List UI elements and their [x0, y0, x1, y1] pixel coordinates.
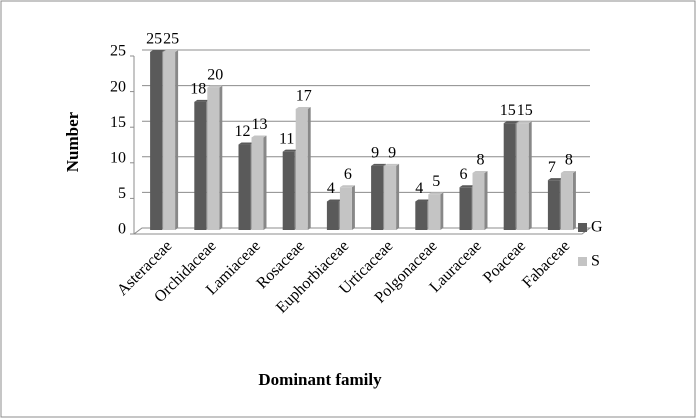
bar-top	[503, 121, 519, 124]
data-label: 9	[388, 145, 396, 162]
bar	[415, 201, 428, 230]
bar	[207, 87, 220, 230]
bar	[371, 165, 384, 230]
data-label: 8	[565, 152, 573, 169]
data-label: 7	[548, 159, 556, 176]
bar-side	[528, 121, 532, 230]
data-label: 5	[432, 173, 440, 190]
bar-top	[339, 185, 355, 188]
bar-top	[251, 135, 267, 138]
data-label: 15	[500, 102, 516, 119]
bar	[238, 144, 251, 230]
y-tick-label: 0	[118, 221, 126, 238]
data-label: 25	[146, 31, 162, 48]
bar	[547, 180, 560, 230]
bar-top	[295, 106, 311, 109]
bar	[282, 151, 295, 230]
data-label: 9	[371, 145, 379, 162]
bar-side	[484, 171, 488, 230]
data-label: 13	[252, 116, 268, 133]
legend-swatch	[578, 223, 587, 232]
data-label: 25	[163, 31, 179, 48]
bar	[163, 52, 176, 230]
bar	[459, 187, 472, 230]
bar-top	[384, 163, 400, 166]
data-label: 15	[517, 102, 533, 119]
bar-top	[150, 50, 166, 52]
bar	[339, 187, 352, 230]
bar	[428, 194, 441, 230]
data-label: 6	[344, 166, 352, 183]
bar-side	[396, 163, 400, 230]
bar	[516, 123, 529, 230]
bar-side	[219, 85, 223, 230]
bar	[384, 165, 397, 230]
bar	[503, 123, 516, 230]
bar-side	[351, 185, 355, 230]
data-label: 18	[190, 81, 206, 98]
data-label: 4	[327, 180, 335, 197]
bar	[194, 101, 207, 230]
bar	[326, 201, 339, 230]
bar-top	[547, 178, 563, 181]
y-tick-label: 10	[110, 149, 126, 166]
data-label: 20	[207, 66, 223, 83]
bar-side	[440, 192, 444, 230]
bar	[472, 173, 485, 230]
bar	[295, 108, 308, 230]
bar-top	[371, 163, 387, 166]
bar-top	[459, 185, 475, 188]
y-tick-label: 5	[118, 185, 126, 202]
bar-top	[163, 50, 179, 52]
data-label: 12	[235, 123, 251, 140]
bar-top	[207, 85, 223, 88]
data-label: 4	[415, 180, 423, 197]
data-label: 6	[460, 166, 468, 183]
bar	[251, 137, 264, 230]
legend-label: G	[591, 219, 603, 236]
data-label: 11	[279, 130, 294, 147]
bar-top	[326, 199, 342, 202]
x-axis-label: Dominant family	[258, 370, 382, 389]
bar-top	[415, 199, 431, 202]
bar-top	[194, 99, 210, 102]
y-tick-label: 15	[110, 114, 126, 131]
bar-top	[472, 171, 488, 174]
bar-side	[263, 135, 267, 230]
bar-side	[307, 106, 311, 230]
y-axis-label: Number	[63, 111, 82, 172]
bar-top	[428, 192, 444, 195]
bar-side	[572, 171, 576, 230]
data-label: 8	[477, 152, 485, 169]
bar-side	[175, 50, 179, 230]
bar-top	[282, 149, 298, 152]
bar-top	[516, 121, 532, 124]
bar-top	[560, 171, 576, 174]
data-label: 17	[296, 88, 312, 105]
y-tick-label: 25	[110, 43, 126, 60]
legend-swatch	[578, 257, 587, 266]
bar-top	[238, 142, 254, 145]
bar	[560, 173, 573, 230]
y-tick-label: 20	[110, 78, 126, 95]
bar	[150, 52, 163, 230]
legend-label: S	[591, 253, 600, 270]
